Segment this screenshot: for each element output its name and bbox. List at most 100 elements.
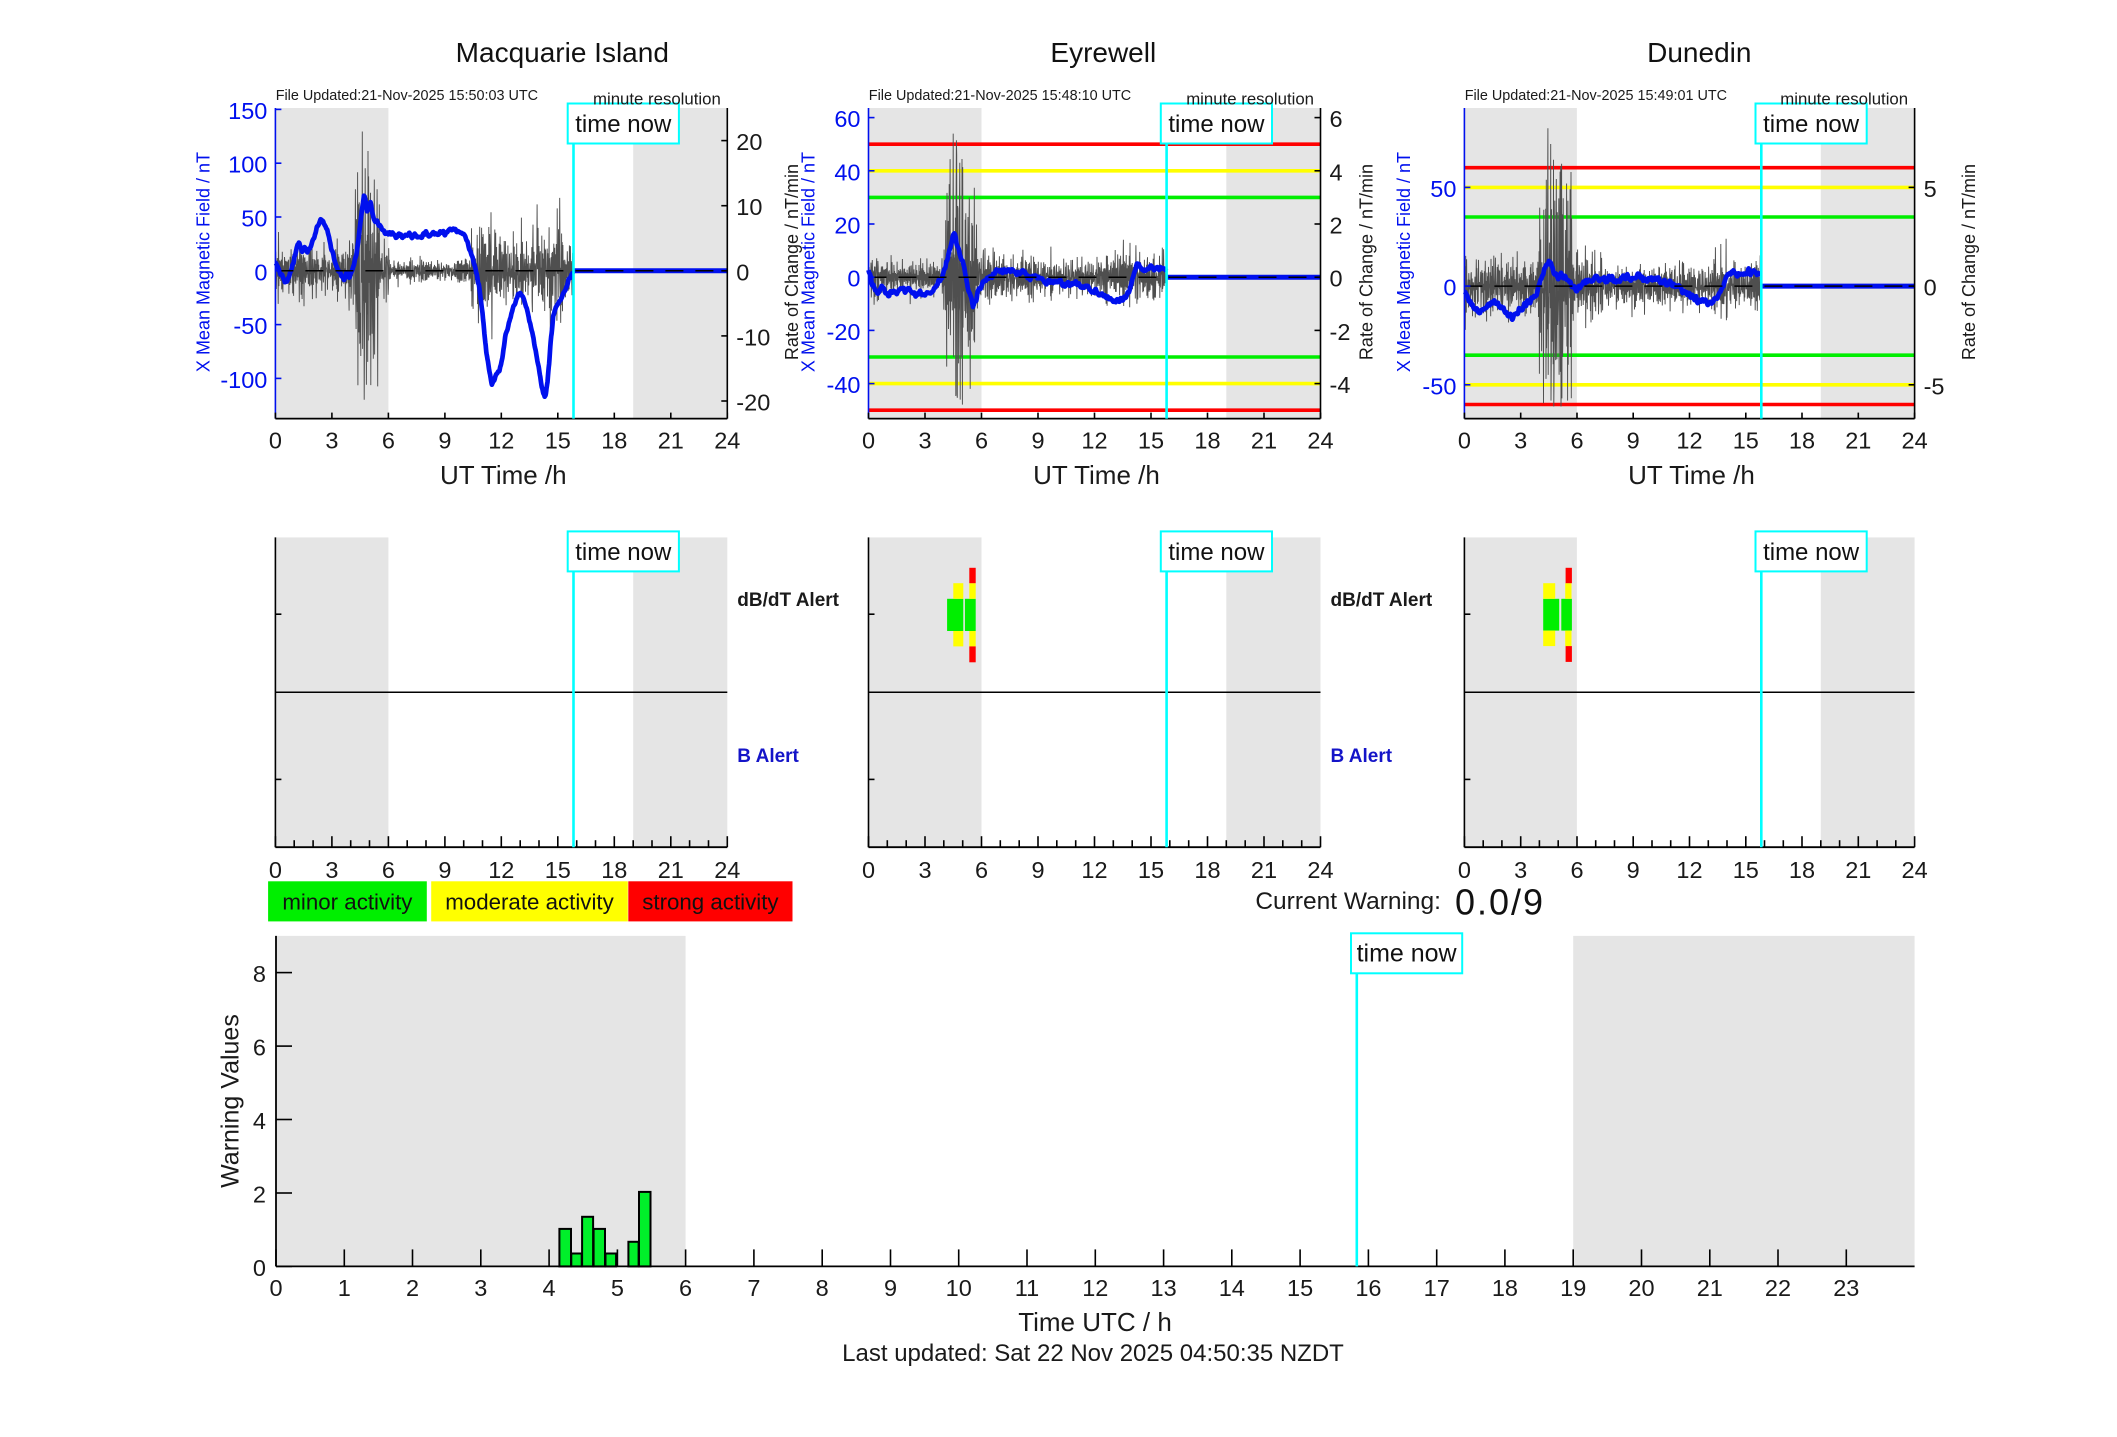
svg-text:0: 0 — [736, 259, 749, 285]
svg-text:5: 5 — [1924, 176, 1937, 202]
svg-text:2: 2 — [406, 1275, 419, 1301]
svg-text:3: 3 — [474, 1275, 487, 1301]
svg-text:18: 18 — [601, 857, 627, 883]
svg-text:15: 15 — [1287, 1275, 1313, 1301]
svg-text:9: 9 — [438, 857, 451, 883]
svg-text:strong activity: strong activity — [642, 889, 779, 914]
svg-text:18: 18 — [601, 428, 627, 454]
svg-text:UT Time /h: UT Time /h — [1033, 460, 1160, 490]
svg-text:40: 40 — [834, 159, 860, 185]
svg-text:6: 6 — [975, 857, 988, 883]
svg-text:10: 10 — [736, 194, 762, 220]
svg-text:19: 19 — [1560, 1275, 1586, 1301]
svg-text:7: 7 — [747, 1275, 760, 1301]
svg-text:6: 6 — [975, 428, 988, 454]
svg-text:-4: -4 — [1330, 372, 1351, 398]
svg-text:minute resolution: minute resolution — [1780, 90, 1908, 109]
svg-text:Warning Values: Warning Values — [217, 1014, 245, 1188]
svg-text:24: 24 — [714, 857, 740, 883]
svg-text:21: 21 — [658, 428, 684, 454]
svg-text:UT Time /h: UT Time /h — [1628, 460, 1755, 490]
svg-text:6: 6 — [1570, 857, 1583, 883]
svg-text:9: 9 — [438, 428, 451, 454]
svg-text:X Mean Magnetic Field / nT: X Mean Magnetic Field / nT — [1394, 152, 1414, 372]
svg-text:-10: -10 — [736, 324, 770, 350]
svg-text:-40: -40 — [827, 372, 861, 398]
svg-text:14: 14 — [1219, 1275, 1245, 1301]
svg-text:24: 24 — [1902, 428, 1928, 454]
svg-text:0: 0 — [253, 1255, 266, 1281]
svg-text:time now: time now — [575, 539, 672, 566]
svg-text:11: 11 — [1015, 1275, 1039, 1301]
svg-text:0: 0 — [269, 857, 282, 883]
svg-text:50: 50 — [241, 206, 267, 232]
svg-text:0: 0 — [1458, 428, 1471, 454]
svg-text:minute resolution: minute resolution — [1186, 90, 1314, 109]
svg-text:Rate of Change / nT/min: Rate of Change / nT/min — [1959, 164, 1979, 360]
svg-text:2: 2 — [253, 1182, 266, 1208]
svg-text:B Alert: B Alert — [737, 746, 799, 767]
svg-text:6: 6 — [1330, 106, 1343, 132]
svg-text:3: 3 — [325, 428, 338, 454]
svg-text:20: 20 — [1628, 1275, 1654, 1301]
svg-text:3: 3 — [918, 857, 931, 883]
svg-text:24: 24 — [1902, 857, 1928, 883]
svg-text:2: 2 — [1330, 213, 1343, 239]
svg-text:File Updated:21-Nov-2025 15:49: File Updated:21-Nov-2025 15:49:01 UTC — [1465, 88, 1727, 104]
svg-text:18: 18 — [1789, 857, 1815, 883]
svg-text:6: 6 — [382, 428, 395, 454]
svg-text:8: 8 — [253, 961, 266, 987]
svg-text:60: 60 — [834, 106, 860, 132]
svg-text:time now: time now — [1357, 939, 1458, 967]
svg-text:22: 22 — [1765, 1275, 1791, 1301]
svg-text:time now: time now — [575, 111, 672, 138]
svg-text:4: 4 — [1330, 159, 1343, 185]
svg-text:21: 21 — [1845, 428, 1871, 454]
svg-text:24: 24 — [1307, 428, 1333, 454]
svg-text:Current Warning:: Current Warning: — [1255, 888, 1441, 915]
svg-text:15: 15 — [545, 857, 571, 883]
svg-text:3: 3 — [1514, 857, 1527, 883]
svg-text:-20: -20 — [736, 390, 770, 416]
svg-text:dB/dT Alert: dB/dT Alert — [737, 590, 839, 611]
svg-text:0: 0 — [862, 857, 875, 883]
svg-text:21: 21 — [658, 857, 684, 883]
svg-text:-50: -50 — [1422, 373, 1456, 399]
svg-text:time now: time now — [1763, 111, 1860, 138]
svg-text:21: 21 — [1697, 1275, 1723, 1301]
svg-text:12: 12 — [488, 857, 514, 883]
svg-text:0: 0 — [862, 428, 875, 454]
svg-text:18: 18 — [1789, 428, 1815, 454]
svg-text:9: 9 — [1031, 857, 1044, 883]
svg-text:0: 0 — [847, 266, 860, 292]
svg-text:B Alert: B Alert — [1331, 746, 1393, 767]
svg-text:Rate of Change / nT/min: Rate of Change / nT/min — [1357, 164, 1377, 360]
svg-text:15: 15 — [1138, 857, 1164, 883]
svg-text:0: 0 — [1458, 857, 1471, 883]
svg-text:moderate activity: moderate activity — [445, 889, 614, 914]
svg-text:15: 15 — [1733, 428, 1759, 454]
svg-text:15: 15 — [1733, 857, 1759, 883]
svg-text:9: 9 — [1031, 428, 1044, 454]
svg-text:0: 0 — [1443, 275, 1456, 301]
svg-text:21: 21 — [1251, 857, 1277, 883]
svg-text:16: 16 — [1355, 1275, 1381, 1301]
svg-text:18: 18 — [1194, 428, 1220, 454]
svg-text:time now: time now — [1168, 539, 1265, 566]
svg-text:1: 1 — [338, 1275, 351, 1301]
svg-text:4: 4 — [253, 1108, 266, 1134]
svg-text:6: 6 — [679, 1275, 692, 1301]
svg-text:minor activity: minor activity — [282, 889, 413, 914]
svg-text:Macquarie Island: Macquarie Island — [456, 37, 669, 68]
svg-text:X Mean Magnetic Field / nT: X Mean Magnetic Field / nT — [799, 152, 819, 372]
svg-text:13: 13 — [1151, 1275, 1177, 1301]
svg-text:12: 12 — [1081, 857, 1107, 883]
svg-text:3: 3 — [918, 428, 931, 454]
svg-text:File Updated:21-Nov-2025 15:48: File Updated:21-Nov-2025 15:48:10 UTC — [869, 88, 1131, 104]
svg-text:3: 3 — [325, 857, 338, 883]
svg-text:100: 100 — [228, 152, 267, 178]
svg-text:50: 50 — [1430, 176, 1456, 202]
svg-text:23: 23 — [1833, 1275, 1859, 1301]
svg-text:X Mean Magnetic Field / nT: X Mean Magnetic Field / nT — [193, 152, 213, 372]
svg-text:18: 18 — [1194, 857, 1220, 883]
